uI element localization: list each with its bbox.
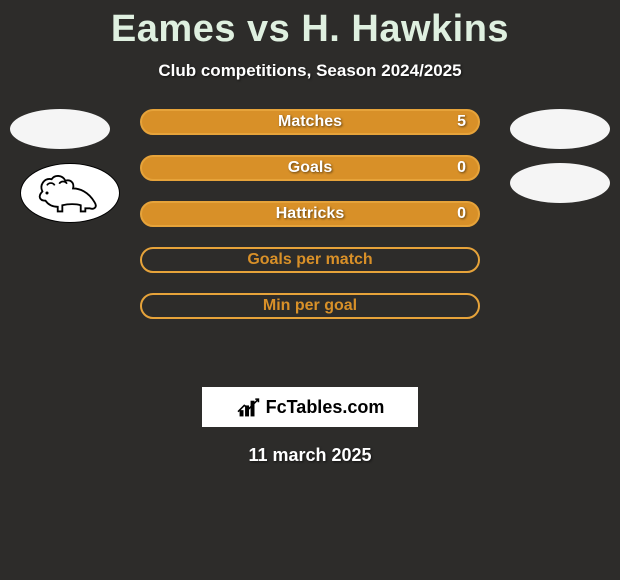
date-text: 11 march 2025 <box>0 445 620 466</box>
bar-label: Goals per match <box>247 251 372 269</box>
bar-min-per-goal: Min per goal <box>140 293 480 319</box>
bar-goals: Goals 0 <box>140 155 480 181</box>
bar-label: Hattricks <box>276 205 344 223</box>
bar-label: Goals <box>288 159 332 177</box>
bar-value-right: 0 <box>457 205 466 223</box>
ram-icon <box>30 170 110 216</box>
right-club-logo-2 <box>510 163 610 203</box>
page-title: Eames vs H. Hawkins <box>0 0 620 51</box>
bar-value-right: 5 <box>457 113 466 131</box>
main-area: Matches 5 Goals 0 Hattricks 0 Goals per … <box>0 109 620 369</box>
bar-matches: Matches 5 <box>140 109 480 135</box>
bar-label: Min per goal <box>263 297 357 315</box>
bar-label: Matches <box>278 113 342 131</box>
branding-box: FcTables.com <box>202 387 418 427</box>
bar-value-right: 0 <box>457 159 466 177</box>
left-club-logo-1 <box>10 109 110 149</box>
bar-goals-per-match: Goals per match <box>140 247 480 273</box>
left-club-logo-2-derby-ram <box>20 163 120 223</box>
branding-text: FcTables.com <box>266 397 385 418</box>
bar-chart-icon <box>236 396 262 418</box>
right-club-logo-1 <box>510 109 610 149</box>
bar-hattricks: Hattricks 0 <box>140 201 480 227</box>
stat-bars: Matches 5 Goals 0 Hattricks 0 Goals per … <box>140 109 480 339</box>
infographic-container: Eames vs H. Hawkins Club competitions, S… <box>0 0 620 580</box>
subtitle: Club competitions, Season 2024/2025 <box>0 61 620 81</box>
